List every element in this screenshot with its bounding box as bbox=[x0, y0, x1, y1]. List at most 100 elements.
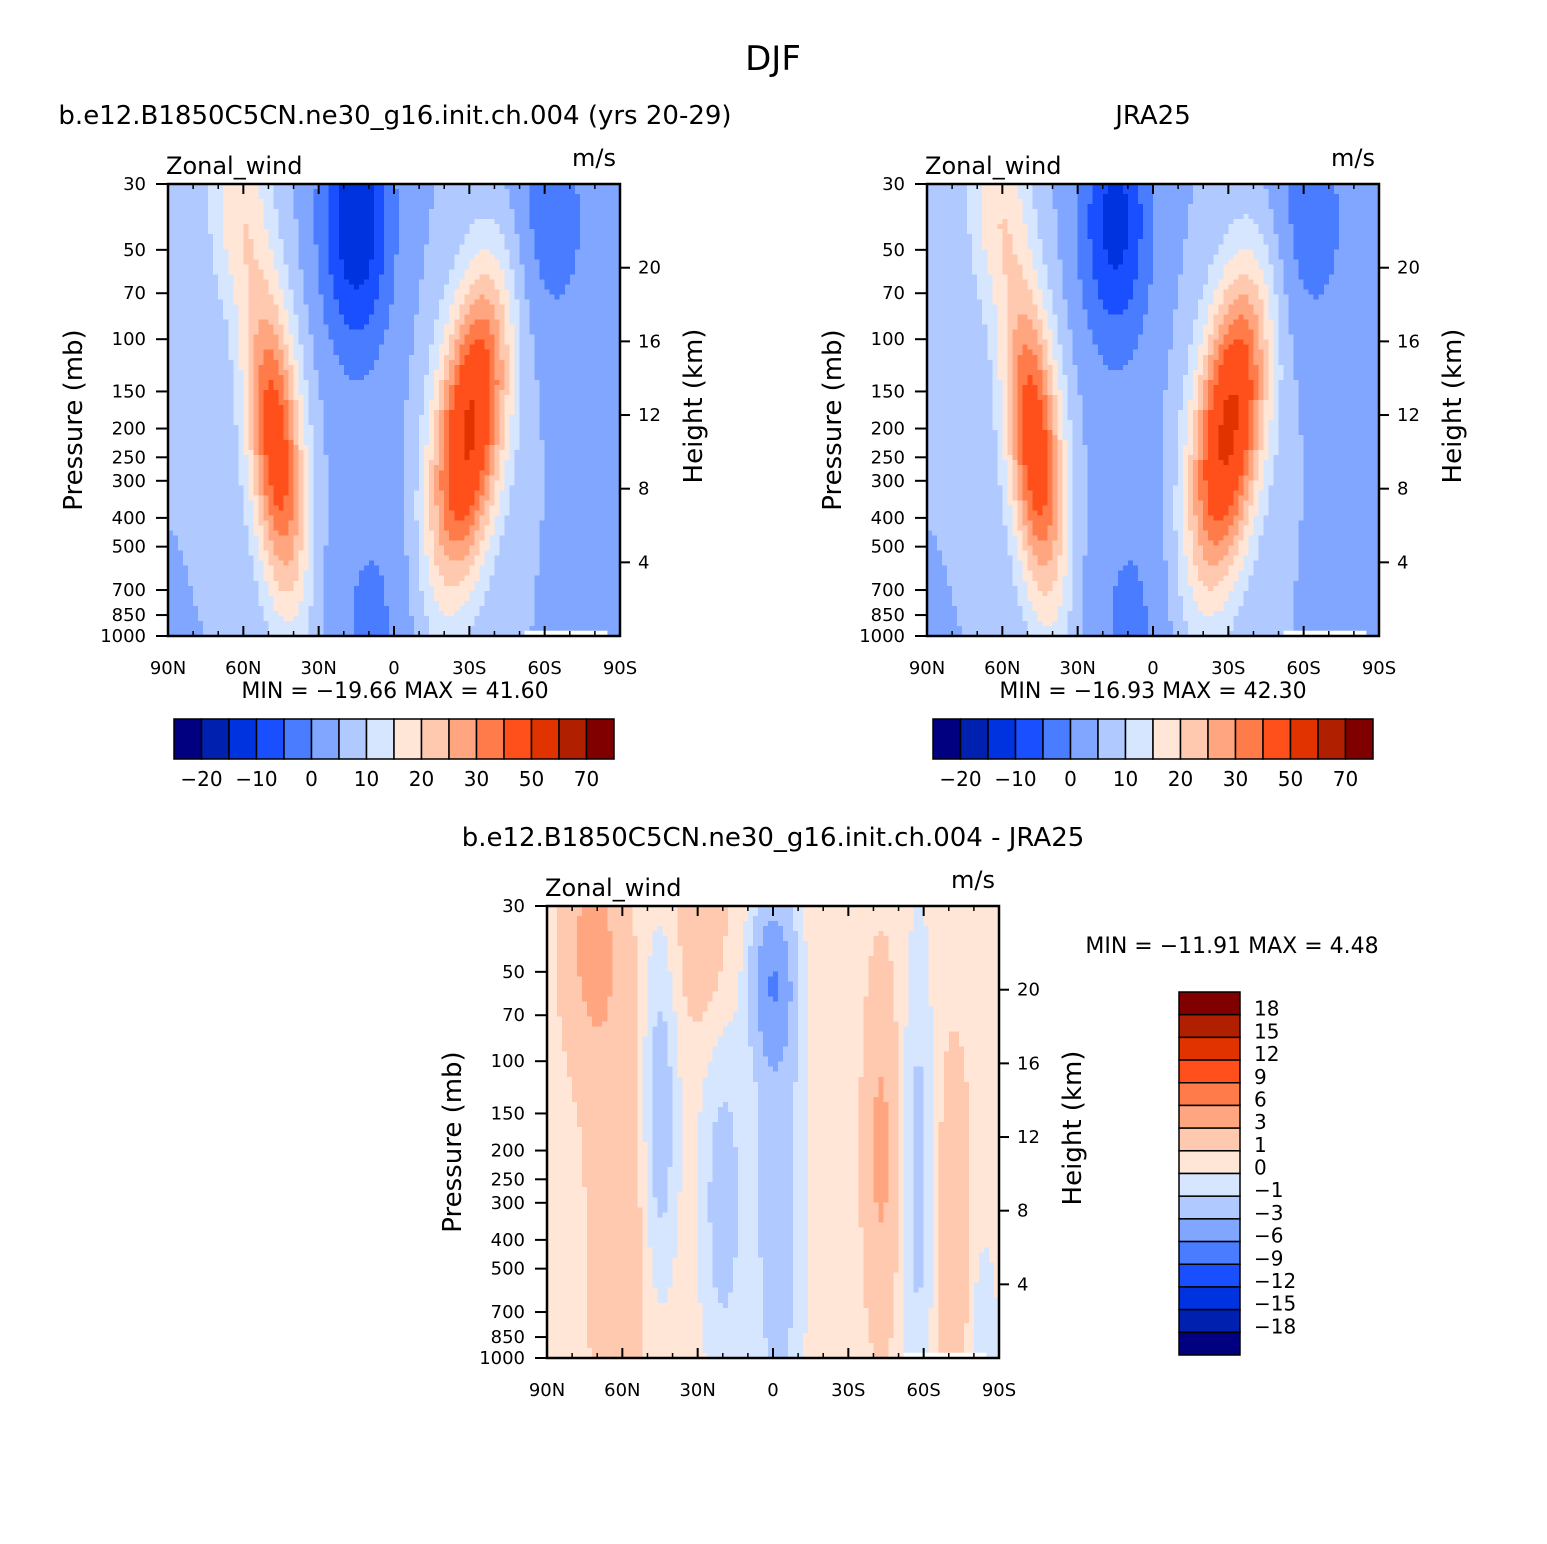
y-right-tick-label: 4 bbox=[638, 552, 649, 573]
colorbar-box bbox=[1207, 718, 1237, 760]
colorbar-box bbox=[1152, 718, 1182, 760]
colorbar-box bbox=[1178, 991, 1241, 1016]
y-tick-label: 250 bbox=[112, 447, 146, 468]
colorbar-box bbox=[1317, 718, 1347, 760]
colorbar-box bbox=[1289, 718, 1319, 760]
colorbar: −20 −10 0 10 20 30 50 70 bbox=[932, 718, 1374, 791]
y-tick-label: 700 bbox=[491, 1302, 525, 1323]
x-tick-label: 30S bbox=[831, 1380, 865, 1401]
y-tick-label: 500 bbox=[871, 537, 905, 558]
below-ground-mask bbox=[1283, 630, 1367, 636]
colorbar-box bbox=[1042, 718, 1072, 760]
y-right-tick-label: 20 bbox=[1397, 258, 1420, 279]
colorbar-box bbox=[1178, 1286, 1241, 1311]
colorbar-tick-label: 1 bbox=[1254, 1133, 1267, 1157]
colorbar-box bbox=[932, 718, 962, 760]
y-tick-label: 100 bbox=[112, 329, 146, 350]
colorbar-tick-label: −3 bbox=[1254, 1201, 1283, 1225]
y-tick-label: 700 bbox=[112, 580, 146, 601]
colorbar-tick-label: 0 bbox=[1254, 1156, 1267, 1180]
colorbar-tick-label: 20 bbox=[1168, 767, 1193, 791]
y-right-tick-label: 8 bbox=[638, 479, 649, 500]
panels-layer: b.e12.B1850C5CN.ne30_g16.init.ch.004 (yr… bbox=[58, 101, 1468, 1401]
colorbar-box bbox=[1178, 1150, 1241, 1175]
colorbar-box bbox=[1178, 1036, 1241, 1061]
y-tick-label: 70 bbox=[123, 283, 146, 304]
colorbar-tick-label: −15 bbox=[1254, 1292, 1296, 1316]
y-tick-label: 50 bbox=[502, 962, 525, 983]
units-label: m/s bbox=[1331, 144, 1375, 172]
x-tick-label: 60N bbox=[604, 1380, 640, 1401]
colorbar-box bbox=[475, 718, 505, 760]
colorbar-box bbox=[310, 718, 340, 760]
y-tick-label: 70 bbox=[882, 283, 905, 304]
y-tick-label: 70 bbox=[502, 1005, 525, 1026]
x-tick-label: 0 bbox=[767, 1380, 778, 1401]
y-tick-label: 150 bbox=[871, 381, 905, 402]
colorbar-box bbox=[1069, 718, 1099, 760]
x-tick-label: 90N bbox=[150, 658, 186, 679]
colorbar-box bbox=[420, 718, 450, 760]
panel-title: b.e12.B1850C5CN.ne30_g16.init.ch.004 (yr… bbox=[58, 101, 731, 131]
variable-label: Zonal_wind bbox=[925, 152, 1061, 180]
panel-3: b.e12.B1850C5CN.ne30_g16.init.ch.004 - J… bbox=[438, 823, 1379, 1401]
y-right-tick-label: 12 bbox=[1397, 405, 1420, 426]
colorbar-box bbox=[987, 718, 1017, 760]
colorbar-tick-label: −20 bbox=[939, 767, 981, 791]
colorbar-tick-label: 6 bbox=[1254, 1087, 1267, 1111]
y-right-tick-label: 12 bbox=[1017, 1127, 1040, 1148]
units-label: m/s bbox=[951, 866, 995, 894]
colorbar-box bbox=[530, 718, 560, 760]
colorbar-box bbox=[1097, 718, 1127, 760]
y-tick-label: 1000 bbox=[100, 626, 146, 647]
colorbar-box bbox=[173, 718, 203, 760]
colorbar: −20 −10 0 10 20 30 50 70 bbox=[173, 718, 615, 791]
y-tick-label: 250 bbox=[491, 1169, 525, 1190]
x-tick-label: 0 bbox=[1147, 658, 1158, 679]
x-tick-label: 30N bbox=[1059, 658, 1095, 679]
y-tick-label: 300 bbox=[112, 471, 146, 492]
contour-field bbox=[547, 906, 999, 1358]
y-tick-label: 850 bbox=[871, 605, 905, 626]
units-label: m/s bbox=[572, 144, 616, 172]
colorbar-tick-label: 70 bbox=[574, 767, 599, 791]
colorbar-box bbox=[1124, 718, 1154, 760]
colorbar-box bbox=[393, 718, 423, 760]
x-tick-label: 30N bbox=[300, 658, 336, 679]
x-tick-label: 90S bbox=[982, 1380, 1016, 1401]
y-tick-label: 200 bbox=[871, 419, 905, 440]
colorbar-box bbox=[959, 718, 989, 760]
colorbar-tick-label: 70 bbox=[1333, 767, 1358, 791]
y-tick-label: 850 bbox=[491, 1327, 525, 1348]
colorbar-tick-label: −20 bbox=[180, 767, 222, 791]
colorbar-tick-label: 15 bbox=[1254, 1019, 1279, 1043]
colorbar-tick-label: −6 bbox=[1254, 1224, 1283, 1248]
min-max-label: MIN = −11.91 MAX = 4.48 bbox=[1085, 934, 1378, 959]
colorbar-box bbox=[1014, 718, 1044, 760]
colorbar-box bbox=[365, 718, 395, 760]
x-tick-label: 60N bbox=[225, 658, 261, 679]
colorbar-tick-label: 20 bbox=[409, 767, 434, 791]
y-tick-label: 50 bbox=[882, 240, 905, 261]
colorbar-box bbox=[1178, 1127, 1241, 1152]
colorbar-tick-label: 30 bbox=[464, 767, 489, 791]
x-tick-label: 90S bbox=[603, 658, 637, 679]
y-tick-label: 30 bbox=[123, 174, 146, 195]
figure-title: DJF bbox=[745, 39, 801, 79]
below-ground-mask bbox=[903, 1352, 987, 1358]
colorbar-box bbox=[448, 718, 478, 760]
y-tick-label: 1000 bbox=[479, 1348, 525, 1369]
panel-1: b.e12.B1850C5CN.ne30_g16.init.ch.004 (yr… bbox=[58, 101, 731, 791]
x-tick-label: 90S bbox=[1362, 658, 1396, 679]
variable-label: Zonal_wind bbox=[545, 874, 681, 902]
y-right-tick-label: 16 bbox=[1017, 1053, 1040, 1074]
y-tick-label: 300 bbox=[491, 1193, 525, 1214]
x-tick-label: 60S bbox=[527, 658, 561, 679]
colorbar-box bbox=[255, 718, 285, 760]
contour-field bbox=[168, 184, 620, 636]
colorbar-tick-label: −18 bbox=[1254, 1314, 1296, 1338]
x-tick-label: 60S bbox=[1286, 658, 1320, 679]
colorbar-box bbox=[1178, 1195, 1241, 1220]
x-tick-label: 60S bbox=[906, 1380, 940, 1401]
